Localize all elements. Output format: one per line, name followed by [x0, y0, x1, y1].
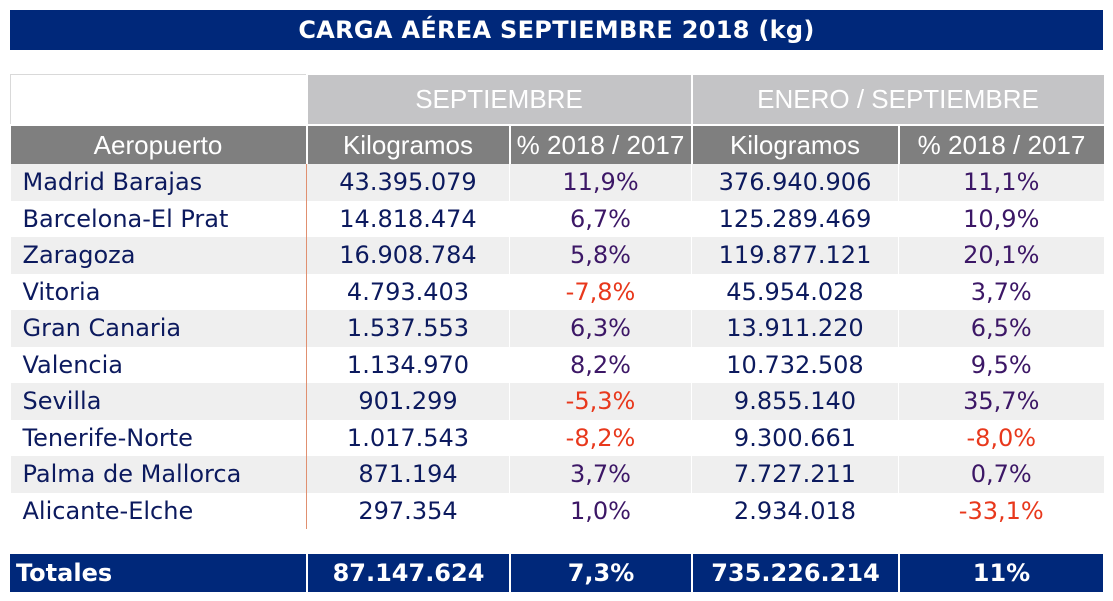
- airport-cell: Sevilla: [10, 383, 307, 420]
- ytd-kg-cell: 125.289.469: [691, 200, 899, 237]
- sep-pct-cell: 11,9%: [509, 164, 692, 201]
- sep-pct-cell: 3,7%: [509, 456, 692, 493]
- totals-sep-pct: 7,3%: [509, 554, 691, 592]
- ytd-kg-cell: 10.732.508: [691, 346, 899, 383]
- ytd-kg-cell: 7.727.211: [691, 456, 899, 493]
- ytd-pct-cell: 10,9%: [897, 200, 1104, 237]
- ytd-kg-cell: 45.954.028: [691, 273, 899, 310]
- totals-ytd-kg: 735.226.214: [691, 554, 898, 592]
- table-row: Sevilla 901.299 -5,3% 9.855.140 35,7%: [10, 383, 1104, 420]
- ytd-kg-cell: 376.940.906: [691, 164, 899, 201]
- sep-kg-cell: 16.908.784: [306, 237, 510, 274]
- airport-cell: Vitoria: [22, 277, 101, 306]
- column-header-ytd-kg: Kilogramos: [690, 124, 899, 164]
- sep-pct-cell: 8,2%: [509, 346, 692, 383]
- ytd-pct-cell: 35,7%: [897, 383, 1104, 420]
- sep-pct-cell: -5,3%: [509, 383, 692, 420]
- cargo-table: SEPTIEMBRE ENERO / SEPTIEMBRE Aeropuerto…: [10, 74, 1104, 529]
- airport-cell: Madrid Barajas: [10, 164, 307, 201]
- table-title: CARGA AÉREA SEPTIEMBRE 2018 (kg): [10, 10, 1103, 50]
- table-row: Vitoria 4.793.403 -7,8% 45.954.028 3,7%: [11, 273, 1104, 310]
- sep-pct-cell: -7,8%: [509, 273, 692, 310]
- ytd-pct-cell: 20,1%: [897, 237, 1104, 274]
- sep-pct-cell: 6,3%: [509, 310, 692, 347]
- column-header-ytd-pct: % 2018 / 2017: [897, 124, 1104, 164]
- ytd-pct-cell: 0,7%: [897, 456, 1104, 493]
- airport-cell: Gran Canaria: [10, 310, 307, 347]
- airport-cell: Palma de Mallorca: [10, 456, 307, 493]
- table-row: Gran Canaria 1.537.553 6,3% 13.911.220 6,5%: [10, 310, 1104, 347]
- sep-kg-cell: 871.194: [306, 456, 510, 493]
- sep-kg-cell: 1.017.543: [306, 419, 510, 456]
- ytd-pct-cell: -8,0%: [897, 419, 1104, 456]
- column-header-airport: Aeropuerto: [10, 124, 307, 164]
- airport-cell: Barcelona-El Prat: [22, 204, 229, 233]
- ytd-kg-cell: 119.877.121: [691, 237, 899, 274]
- table-row: Zaragoza 16.908.784 5,8% 119.877.121 20,1%: [10, 237, 1104, 274]
- ytd-kg-cell: 13.911.220: [691, 310, 899, 347]
- table-row: Palma de Mallorca 871.194 3,7% 7.727.211 0,7…: [10, 456, 1104, 493]
- airport-cell: Valencia: [22, 350, 123, 379]
- ytd-kg-cell: 2.934.018: [691, 492, 899, 529]
- sep-kg-cell: 43.395.079: [306, 164, 510, 201]
- table-row: Valencia 1.134.970 8,2% 10.732.508 9,5%: [11, 346, 1104, 383]
- sep-kg-cell: 297.354: [306, 492, 510, 529]
- totals-row: Totales 87.147.624 7,3% 735.226.214 11%: [10, 554, 1103, 592]
- ytd-kg-cell: 9.855.140: [691, 383, 899, 420]
- sep-kg-cell: 1.134.970: [306, 346, 510, 383]
- airport-cell: Zaragoza: [10, 237, 307, 274]
- group-header-row: SEPTIEMBRE ENERO / SEPTIEMBRE: [10, 74, 1104, 125]
- totals-label: Totales: [16, 559, 113, 587]
- sep-pct-cell: 6,7%: [509, 200, 692, 237]
- table-row: Tenerife-Norte 1.017.543 -8,2% 9.300.661 -8,…: [11, 419, 1104, 456]
- sep-pct-cell: 5,8%: [509, 237, 692, 274]
- sep-kg-cell: 1.537.553: [306, 310, 510, 347]
- sep-pct-cell: -8,2%: [509, 419, 692, 456]
- group-header-blank: [10, 74, 307, 125]
- ytd-pct-cell: 11,1%: [897, 164, 1104, 201]
- totals-ytd-pct: 11%: [898, 554, 1103, 592]
- table-row: Alicante-Elche 297.354 1,0% 2.934.018 -33,1%: [11, 492, 1104, 529]
- table-row: Barcelona-El Prat 14.818.474 6,7% 125.289.4…: [11, 200, 1104, 237]
- airport-cell: Alicante-Elche: [22, 496, 194, 525]
- group-header-ytd: ENERO / SEPTIEMBRE: [690, 74, 1104, 125]
- ytd-kg-cell: 9.300.661: [691, 419, 899, 456]
- ytd-pct-cell: 6,5%: [897, 310, 1104, 347]
- totals-sep-kg: 87.147.624: [306, 554, 509, 592]
- sep-kg-cell: 4.793.403: [306, 273, 510, 310]
- column-header-sep-pct: % 2018 / 2017: [508, 124, 692, 164]
- group-header-september: SEPTIEMBRE: [305, 74, 692, 125]
- ytd-pct-cell: -33,1%: [897, 492, 1104, 529]
- column-header-sep-kg: Kilogramos: [305, 124, 510, 164]
- sep-kg-cell: 14.818.474: [306, 200, 510, 237]
- airport-cell: Tenerife-Norte: [22, 423, 193, 452]
- column-header-row: Aeropuerto Kilogramos % 2018 / 2017 Kilo…: [10, 124, 1104, 164]
- table-row: Madrid Barajas 43.395.079 11,9% 376.940.906…: [10, 164, 1104, 201]
- ytd-pct-cell: 9,5%: [897, 346, 1104, 383]
- sep-kg-cell: 901.299: [306, 383, 510, 420]
- sep-pct-cell: 1,0%: [509, 492, 692, 529]
- ytd-pct-cell: 3,7%: [897, 273, 1104, 310]
